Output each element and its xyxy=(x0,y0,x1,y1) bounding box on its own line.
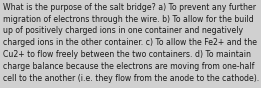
Text: up of positively charged ions in one container and negatively: up of positively charged ions in one con… xyxy=(3,26,243,35)
Text: Cu2+ to flow freely between the two containers. d) To maintain: Cu2+ to flow freely between the two cont… xyxy=(3,50,251,59)
Text: cell to the another (i.e. they flow from the anode to the cathode).: cell to the another (i.e. they flow from… xyxy=(3,74,259,83)
Text: charge balance because the electrons are moving from one-half: charge balance because the electrons are… xyxy=(3,62,254,71)
Text: charged ions in the other container. c) To allow the Fe2+ and the: charged ions in the other container. c) … xyxy=(3,38,257,47)
Text: What is the purpose of the salt bridge? a) To prevent any further: What is the purpose of the salt bridge? … xyxy=(3,3,256,12)
Text: migration of electrons through the wire. b) To allow for the build: migration of electrons through the wire.… xyxy=(3,15,254,23)
